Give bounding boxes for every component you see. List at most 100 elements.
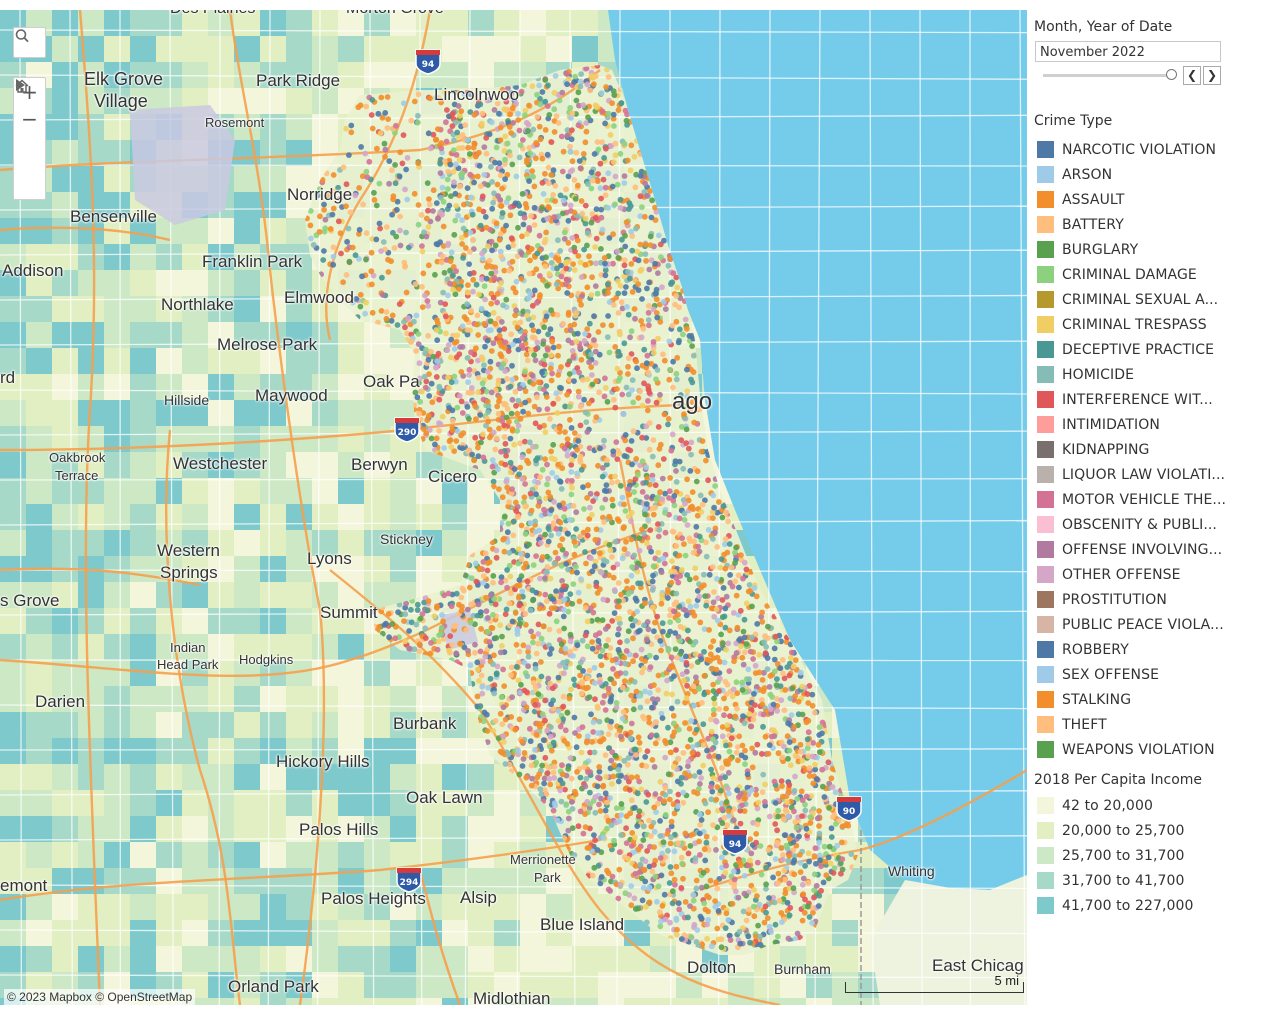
crime-point: [815, 903, 822, 909]
crime-point: [391, 245, 398, 251]
crime-point: [797, 851, 803, 858]
crime-point: [764, 655, 771, 661]
crime-point: [618, 733, 624, 740]
crime-point: [442, 313, 449, 320]
crime-point: [648, 823, 655, 830]
crime-point: [478, 120, 485, 127]
crime-point: [685, 598, 692, 605]
crime-point: [411, 318, 417, 325]
crime-point: [607, 547, 614, 554]
crime-point: [650, 350, 657, 356]
crime-point: [733, 650, 740, 656]
crime-point: [465, 647, 471, 654]
crime-point: [670, 497, 677, 504]
crime-point: [321, 248, 327, 254]
crime-point: [717, 658, 723, 665]
crime-point: [622, 437, 629, 444]
crime-point: [799, 917, 806, 924]
crime-point: [706, 571, 713, 578]
crime-point: [754, 821, 761, 828]
crime-point: [640, 665, 647, 672]
crime-point: [684, 682, 690, 689]
crime-point: [518, 522, 525, 529]
crime-point: [346, 152, 352, 159]
crime-point: [479, 193, 486, 200]
crime-point: [565, 173, 572, 180]
crime-point: [471, 457, 477, 464]
crime-point: [693, 877, 700, 884]
crime-point: [644, 352, 651, 359]
crime-point: [534, 114, 541, 120]
crime-point: [544, 282, 551, 289]
crime-point: [764, 666, 771, 672]
crime-point: [779, 754, 786, 761]
crime-point: [608, 322, 615, 329]
crime-point: [554, 312, 561, 318]
crime-point: [696, 686, 702, 692]
crime-point: [781, 707, 788, 714]
crime-point: [482, 654, 489, 660]
crime-point: [688, 934, 695, 940]
crime-point: [527, 738, 534, 745]
crime-point: [489, 119, 495, 126]
crime-point: [634, 248, 640, 255]
crime-point: [553, 390, 560, 397]
crime-point: [684, 476, 690, 483]
crime-point: [505, 520, 512, 527]
crime-point: [791, 808, 797, 815]
crime-point: [556, 628, 563, 634]
crime-point: [563, 281, 569, 288]
crime-point: [828, 834, 835, 840]
crime-point: [503, 606, 510, 613]
crime-point: [578, 576, 584, 582]
crime-point: [380, 239, 387, 245]
crime-point: [508, 672, 514, 678]
crime-point: [701, 626, 708, 632]
crime-point: [803, 825, 810, 832]
crime-point: [396, 301, 403, 307]
crime-point: [602, 385, 609, 391]
crime-point: [571, 209, 578, 216]
crime-point: [585, 854, 591, 861]
crime-point: [529, 302, 536, 309]
crime-point: [675, 791, 682, 798]
crime-point: [710, 515, 716, 521]
crime-point: [356, 226, 363, 233]
crime-point: [615, 310, 622, 316]
crime-point: [786, 747, 793, 754]
crime-point: [643, 464, 650, 471]
crime-point: [735, 894, 742, 901]
crime-point: [548, 377, 555, 384]
crime-point: [733, 592, 740, 599]
crime-point: [714, 784, 721, 790]
crime-point: [564, 601, 571, 607]
crime-point: [615, 378, 622, 384]
crime-point: [558, 273, 565, 280]
crime-point: [408, 619, 415, 626]
crime-point: [685, 763, 691, 770]
crime-point: [501, 548, 508, 555]
crime-point: [699, 438, 706, 444]
crime-point: [644, 285, 650, 292]
crime-point: [532, 357, 539, 364]
crime-point: [480, 454, 487, 461]
crime-point: [749, 603, 755, 610]
crime-point: [640, 837, 647, 843]
crime-point: [574, 365, 581, 371]
crime-point: [555, 530, 562, 537]
crime-point: [642, 600, 648, 607]
crime-point: [721, 695, 727, 702]
crime-point: [734, 624, 741, 631]
crime-point: [554, 265, 560, 272]
crime-point: [656, 232, 662, 239]
crime-point: [668, 579, 675, 586]
crime-point: [411, 190, 418, 197]
crime-point: [809, 753, 816, 760]
crime-point: [426, 393, 433, 399]
crime-point: [598, 569, 605, 576]
crime-point: [727, 572, 733, 578]
crime-point: [322, 216, 329, 223]
crime-point: [806, 914, 813, 920]
